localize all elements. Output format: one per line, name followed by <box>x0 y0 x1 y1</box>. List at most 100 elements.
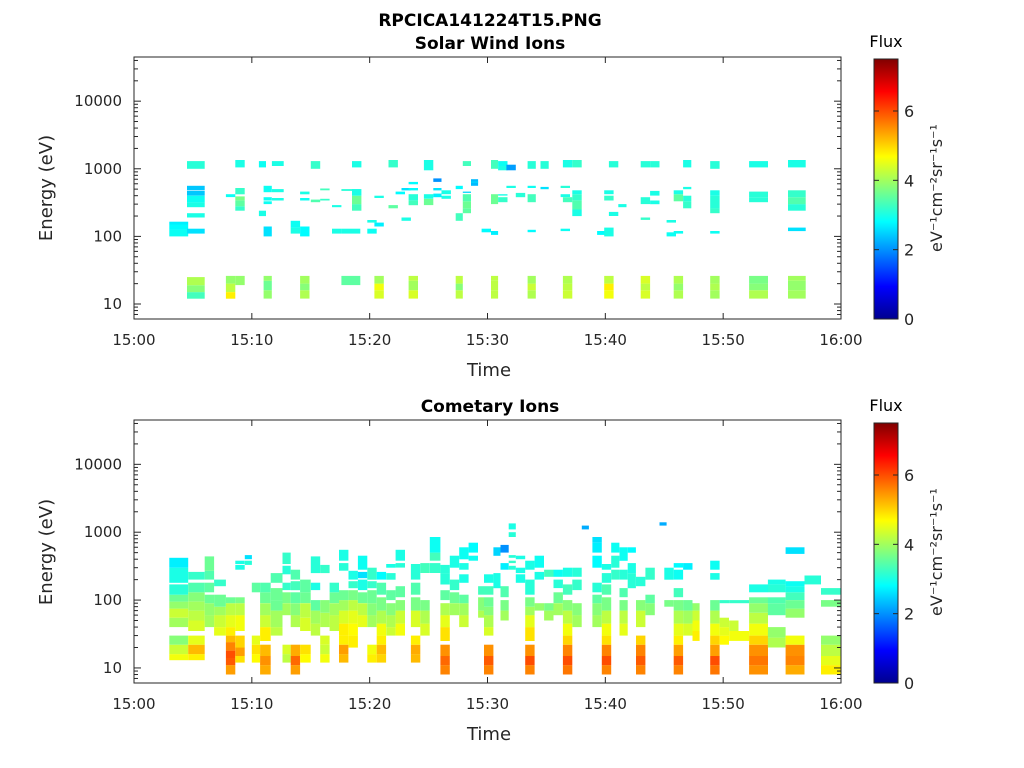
heatmap-cell <box>410 644 421 655</box>
heatmap-cell <box>525 615 535 628</box>
heatmap-cell <box>525 644 535 656</box>
heatmap-cell <box>300 644 311 655</box>
heatmap-cell <box>187 161 205 169</box>
heatmap-cell <box>508 565 516 570</box>
heatmap-cell <box>683 186 692 190</box>
heatmap-cell <box>214 615 226 628</box>
heatmap-cell <box>339 549 349 561</box>
heatmap-cell <box>300 592 311 604</box>
heatmap-cell <box>804 575 821 585</box>
heatmap-cell <box>468 555 478 561</box>
heatmap-cell <box>188 610 205 621</box>
x-tick-label: 16:00 <box>819 331 862 349</box>
heatmap-cell <box>423 160 434 171</box>
heatmap-cell <box>367 615 377 628</box>
colorbar-tick-label: 6 <box>904 466 914 485</box>
heatmap-cell <box>440 564 450 574</box>
heatmap-cell <box>251 635 260 645</box>
heatmap-cell <box>235 597 245 604</box>
heatmap-cell <box>683 201 692 209</box>
colorbar-2 <box>873 422 899 684</box>
heatmap-cell <box>498 166 508 171</box>
heatmap-cell <box>271 198 284 201</box>
heatmap-cell <box>500 563 509 570</box>
heatmap-cell <box>673 190 684 195</box>
heatmap-cell <box>604 227 614 237</box>
heatmap-cell <box>410 610 421 628</box>
heatmap-cell <box>572 579 582 591</box>
heatmap-cell <box>749 275 768 284</box>
heatmap-cell <box>562 584 573 595</box>
heatmap-cell <box>481 228 491 233</box>
heatmap-cell <box>388 205 398 209</box>
heatmap-cell <box>187 195 205 203</box>
heatmap-cell <box>410 564 421 580</box>
heatmap-cell <box>767 637 786 648</box>
heatmap-cell <box>525 560 535 570</box>
heatmap-cell <box>374 275 384 284</box>
heatmap-cell <box>719 635 729 645</box>
x-tick-label: 15:30 <box>466 695 509 713</box>
heatmap-cell <box>260 665 271 675</box>
heatmap-cell <box>508 523 516 530</box>
panel-1-ticks: 15:00 15:10 15:20 15:30 15:40 15:50 16:00 10 100… <box>74 57 863 349</box>
heatmap-cell <box>459 563 469 570</box>
heatmap-cell <box>251 654 260 663</box>
heatmap-cell <box>376 582 387 595</box>
heatmap-cell <box>604 283 614 291</box>
heatmap-cell <box>491 231 499 235</box>
heatmap-cell <box>386 564 396 568</box>
panel-cometary: Cometary Ions 15:00 15:10 15:20 15:30 15:40 1… <box>36 396 946 745</box>
heatmap-cell <box>339 610 349 624</box>
heatmap-cell <box>673 635 684 645</box>
heatmap-cell <box>562 665 573 675</box>
heatmap-cell <box>459 603 469 616</box>
heatmap-cell <box>300 617 311 631</box>
heatmap-cell <box>749 635 768 645</box>
heatmap-cell <box>601 656 612 666</box>
heatmap-cell <box>710 573 720 580</box>
heatmap-cell <box>601 644 612 656</box>
heatmap-cell <box>357 615 368 628</box>
heatmap-cell <box>386 627 396 636</box>
heatmap-cell <box>258 210 266 217</box>
heatmap-cell <box>420 563 430 573</box>
heatmap-cell <box>785 586 805 593</box>
heatmap-cell <box>572 567 582 577</box>
heatmap-cell <box>608 161 619 168</box>
x-tick-label: 16:00 <box>819 695 862 713</box>
heatmap-cell <box>785 635 805 645</box>
heatmap-cell <box>562 197 573 203</box>
heatmap-cell <box>282 592 291 604</box>
heatmap-cell <box>374 290 384 299</box>
heatmap-cell <box>367 567 377 580</box>
heatmap-cell <box>493 573 501 589</box>
heatmap-cell <box>282 644 291 655</box>
heatmap-cell <box>788 160 806 168</box>
heatmap-cell <box>729 631 739 641</box>
panel-2-ticks: 15:00 15:10 15:20 15:30 15:40 15:50 16:00 10 100… <box>74 420 863 713</box>
heatmap-cell <box>263 290 272 299</box>
heatmap-cell <box>352 161 362 168</box>
heatmap-cell <box>500 600 509 611</box>
panel-1-cells <box>169 160 806 299</box>
heatmap-cell <box>235 656 245 663</box>
heatmap-cell <box>749 656 768 666</box>
heatmap-cell <box>339 635 349 645</box>
heatmap-cell <box>710 560 720 570</box>
y-tick-label: 10000 <box>74 92 122 110</box>
heatmap-cell <box>544 569 554 577</box>
panel-2-ylabel: Energy (eV) <box>36 499 57 605</box>
heatmap-cell <box>341 275 361 286</box>
heatmap-cell <box>484 656 494 666</box>
heatmap-cell <box>332 228 342 234</box>
heatmap-cell <box>204 582 215 593</box>
heatmap-cell <box>188 654 205 661</box>
heatmap-cell <box>525 665 535 675</box>
heatmap-cell <box>673 610 684 624</box>
y-tick-label: 1000 <box>84 523 122 541</box>
panel-solar-wind: Solar Wind Ions 15:00 15:10 15:20 15:30 15:4… <box>36 32 946 381</box>
heatmap-cell <box>410 582 421 595</box>
heatmap-cell <box>188 620 205 631</box>
x-tick-label: 15:20 <box>348 331 391 349</box>
